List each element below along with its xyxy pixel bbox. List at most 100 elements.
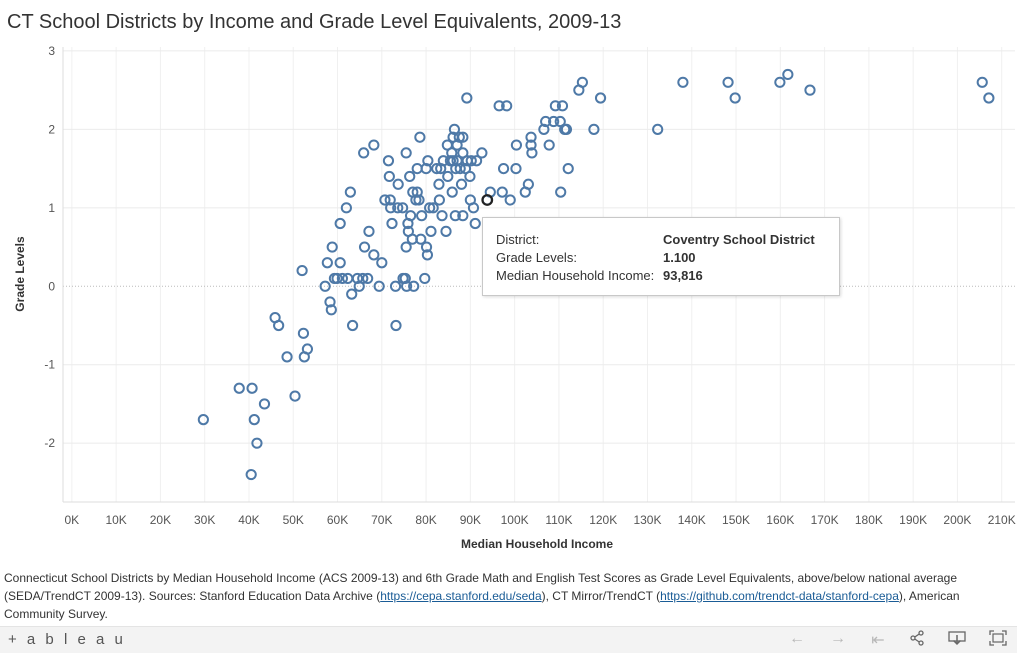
data-point[interactable]	[404, 170, 416, 183]
data-point[interactable]	[197, 414, 209, 426]
data-point[interactable]	[397, 202, 409, 214]
data-point[interactable]	[446, 147, 458, 159]
data-point[interactable]	[346, 288, 358, 300]
data-point[interactable]	[392, 178, 404, 190]
data-point[interactable]	[455, 178, 468, 190]
data-point[interactable]	[774, 76, 786, 88]
data-point[interactable]	[340, 202, 352, 214]
data-point[interactable]	[289, 390, 301, 402]
data-point[interactable]	[301, 343, 314, 355]
data-point[interactable]	[389, 280, 402, 292]
data-point[interactable]	[344, 186, 356, 198]
data-point[interactable]	[411, 186, 423, 198]
data-point[interactable]	[504, 194, 516, 206]
data-point[interactable]	[326, 241, 338, 253]
data-point[interactable]	[357, 272, 369, 285]
data-point[interactable]	[562, 162, 574, 175]
data-point[interactable]	[449, 210, 461, 222]
data-point[interactable]	[440, 225, 452, 237]
data-point[interactable]	[446, 186, 458, 198]
data-point[interactable]	[346, 319, 359, 332]
data-point[interactable]	[496, 186, 508, 198]
data-point[interactable]	[457, 131, 469, 143]
data-point[interactable]	[411, 162, 423, 175]
data-point[interactable]	[376, 257, 388, 269]
data-point[interactable]	[392, 202, 404, 214]
data-point[interactable]	[415, 233, 427, 245]
data-point[interactable]	[457, 210, 469, 222]
data-point[interactable]	[404, 210, 417, 222]
data-point[interactable]	[248, 414, 260, 426]
data-point[interactable]	[358, 147, 370, 159]
data-point[interactable]	[334, 217, 346, 230]
data-point[interactable]	[414, 131, 426, 143]
data-point[interactable]	[383, 170, 395, 183]
data-point[interactable]	[281, 351, 293, 363]
data-point[interactable]	[319, 280, 331, 292]
data-point[interactable]	[325, 304, 337, 316]
data-point[interactable]	[433, 178, 445, 190]
data-point[interactable]	[427, 202, 439, 214]
data-point[interactable]	[677, 76, 689, 88]
data-point[interactable]	[233, 382, 245, 394]
data-point[interactable]	[652, 123, 664, 135]
data-point[interactable]	[510, 139, 523, 151]
share-icon[interactable]	[906, 630, 928, 651]
data-point[interactable]	[245, 468, 257, 481]
data-point[interactable]	[548, 115, 560, 128]
data-point[interactable]	[465, 155, 477, 167]
data-point[interactable]	[782, 68, 794, 81]
data-point[interactable]	[467, 202, 480, 214]
data-point[interactable]	[400, 241, 412, 253]
data-point[interactable]	[336, 272, 349, 285]
data-point[interactable]	[324, 296, 336, 308]
data-point[interactable]	[390, 319, 402, 332]
data-point[interactable]	[421, 249, 434, 261]
data-point[interactable]	[400, 147, 412, 159]
data-point[interactable]	[433, 194, 445, 206]
data-point[interactable]	[422, 155, 434, 167]
data-point[interactable]	[321, 257, 333, 269]
fullscreen-icon[interactable]	[987, 630, 1009, 651]
data-point[interactable]	[510, 162, 522, 175]
data-point[interactable]	[497, 162, 510, 175]
data-point[interactable]	[334, 257, 346, 269]
data-point[interactable]	[543, 139, 555, 151]
data-point[interactable]	[442, 170, 454, 183]
data-point[interactable]	[399, 272, 411, 285]
data-point[interactable]	[576, 76, 588, 88]
data-point[interactable]	[424, 202, 436, 214]
data-point[interactable]	[555, 186, 567, 198]
data-point[interactable]	[448, 123, 461, 135]
data-point[interactable]	[476, 147, 488, 159]
data-point[interactable]	[525, 131, 537, 143]
data-point[interactable]	[379, 194, 391, 206]
data-point[interactable]	[983, 92, 995, 104]
data-point[interactable]	[368, 139, 380, 151]
data-point[interactable]	[425, 225, 437, 237]
data-point[interactable]	[560, 123, 573, 135]
data-point[interactable]	[540, 115, 552, 128]
data-point[interactable]	[416, 210, 428, 222]
data-point[interactable]	[384, 194, 396, 206]
highlighted-point[interactable]	[481, 194, 494, 206]
data-point[interactable]	[525, 139, 537, 151]
data-point[interactable]	[297, 327, 310, 339]
data-point[interactable]	[526, 147, 538, 159]
data-point[interactable]	[408, 280, 420, 292]
data-point[interactable]	[722, 76, 734, 88]
data-point[interactable]	[549, 100, 561, 112]
data-point[interactable]	[363, 225, 375, 237]
data-point[interactable]	[386, 217, 398, 230]
data-point[interactable]	[385, 202, 397, 214]
data-point[interactable]	[594, 92, 607, 104]
data-point[interactable]	[436, 210, 448, 222]
data-point[interactable]	[331, 272, 343, 285]
data-point[interactable]	[453, 131, 465, 143]
data-point[interactable]	[493, 100, 505, 112]
github-link[interactable]: https://github.com/trendct-data/stanford…	[660, 589, 899, 603]
redo-icon[interactable]: →	[830, 630, 846, 647]
data-point[interactable]	[251, 437, 263, 449]
data-point[interactable]	[470, 155, 483, 167]
data-point[interactable]	[413, 194, 425, 206]
